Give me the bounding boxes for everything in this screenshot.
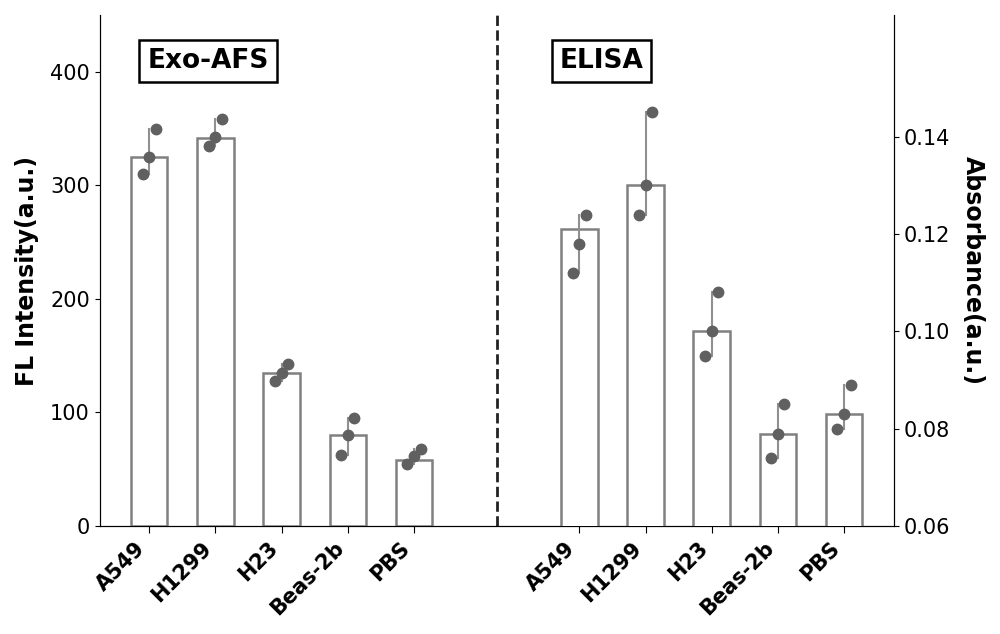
Bar [760,434,796,634]
Bar [826,414,862,634]
Text: ELISA: ELISA [559,48,643,74]
Bar [561,229,598,634]
Bar [693,332,730,634]
Bar [396,460,432,526]
Bar [330,435,366,526]
Bar [627,185,664,634]
Bar [131,157,167,526]
Y-axis label: Absorbance(a.u.): Absorbance(a.u.) [961,156,985,385]
Bar [197,138,234,526]
Bar [263,373,300,526]
Text: Exo-AFS: Exo-AFS [147,48,269,74]
Y-axis label: FL Intensity(a.u.): FL Intensity(a.u.) [15,155,39,385]
